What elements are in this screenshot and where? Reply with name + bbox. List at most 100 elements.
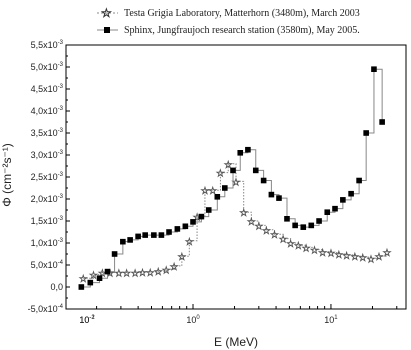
- data-point-sphinx: [87, 279, 94, 286]
- data-point-sphinx: [151, 232, 157, 238]
- data-point-sphinx: [230, 167, 236, 174]
- data-point-testa-grigia: ☆: [79, 274, 88, 285]
- data-point-testa-grigia: ☆: [247, 217, 256, 228]
- data-point-sphinx: [158, 232, 165, 238]
- data-point-sphinx: [252, 167, 259, 174]
- x-axis-title: E (MeV): [214, 335, 258, 349]
- x-tick-label: 101: [324, 315, 338, 325]
- data-point-testa-grigia: ☆: [270, 230, 279, 241]
- data-point-sphinx: [78, 284, 85, 290]
- data-point-testa-grigia: ☆: [232, 177, 241, 188]
- data-point-sphinx: [292, 222, 298, 229]
- data-point-testa-grigia: ☆: [350, 252, 359, 263]
- data-point-testa-grigia: ☆: [279, 235, 288, 246]
- data-point-sphinx: [324, 209, 331, 215]
- data-point-testa-grigia: ☆: [254, 221, 263, 232]
- y-tick-label: 1,5x10-3: [31, 216, 64, 226]
- data-point-testa-grigia: ☆: [170, 262, 179, 273]
- y-tick-label: 5,5x10-3: [31, 40, 64, 50]
- data-point-sphinx: [190, 219, 196, 225]
- y-tick-label: 2,0x10-3: [31, 194, 64, 204]
- x-tick-label: 10-2: [79, 315, 95, 325]
- data-point-testa-grigia: ☆: [318, 248, 327, 259]
- data-point-sphinx: [379, 119, 385, 125]
- data-point-sphinx: [268, 191, 275, 198]
- data-point-sphinx: [348, 190, 354, 197]
- data-point-testa-grigia: ☆: [224, 160, 233, 171]
- data-point-testa-grigia: ☆: [262, 226, 271, 237]
- data-point-sphinx: [198, 213, 205, 220]
- data-point-sphinx: [142, 232, 148, 238]
- data-point-sphinx: [245, 146, 251, 153]
- data-point-testa-grigia: ☆: [98, 268, 107, 279]
- y-tick-label: 0,0: [50, 282, 63, 292]
- series-sphinx: [78, 66, 385, 290]
- data-point-testa-grigia: ☆: [185, 237, 194, 248]
- y-tick-label: 5,0x10-4: [31, 260, 64, 270]
- data-point-testa-grigia: ☆: [383, 248, 392, 259]
- data-point-sphinx: [284, 216, 290, 222]
- y-axis: -5,0x10-4 0,0 5,0x10-4 1,0x10-3 1,5x10-3 2,0x…: [28, 40, 70, 314]
- data-point-sphinx: [96, 275, 103, 281]
- data-point-testa-grigia: ☆: [154, 267, 163, 278]
- data-point-sphinx: [214, 194, 221, 200]
- data-point-sphinx: [276, 195, 282, 201]
- y-axis-title: Φ (cm⁻²s⁻¹): [0, 143, 14, 207]
- data-point-sphinx: [363, 130, 369, 136]
- y-tick-label: 3,0x10-3: [31, 150, 64, 160]
- data-point-testa-grigia: ☆: [177, 252, 186, 263]
- data-point-testa-grigia: ☆: [193, 213, 202, 224]
- data-point-sphinx: [104, 268, 111, 275]
- data-point-sphinx: [111, 251, 118, 257]
- legend-marker-testa-grigia: ☆: [101, 6, 112, 20]
- data-point-sphinx: [174, 226, 181, 232]
- data-point-sphinx: [332, 205, 338, 212]
- data-point-testa-grigia: ☆: [216, 169, 225, 180]
- legend-label-sphinx: Sphinx, Jungfraujoch research station (3…: [124, 25, 360, 36]
- data-point-testa-grigia: ☆: [342, 251, 351, 262]
- data-point-sphinx: [300, 224, 307, 230]
- legend-marker-sphinx: [104, 27, 110, 33]
- y-tick-label: 5,0x10-3: [31, 62, 64, 72]
- data-point-sphinx: [371, 66, 377, 72]
- x-tick-label: 10-1: [79, 315, 95, 325]
- y-tick-label: 4,5x10-3: [31, 84, 64, 94]
- data-point-testa-grigia: ☆: [294, 241, 303, 252]
- data-point-testa-grigia: ☆: [286, 239, 295, 250]
- data-point-testa-grigia: ☆: [114, 268, 123, 279]
- data-point-testa-grigia: ☆: [208, 186, 217, 197]
- x-tick-label: 100: [186, 315, 200, 325]
- series-testa-grigia: ☆☆☆☆☆☆☆☆☆☆☆☆☆☆☆☆☆☆☆☆☆☆☆☆☆☆☆☆☆☆☆☆☆☆☆☆☆☆☆: [78, 160, 392, 286]
- data-point-testa-grigia: ☆: [162, 265, 171, 276]
- data-point-testa-grigia: ☆: [146, 268, 155, 279]
- data-point-testa-grigia: ☆: [310, 246, 319, 257]
- data-point-testa-grigia: ☆: [89, 271, 98, 282]
- data-point-testa-grigia: ☆: [131, 268, 140, 279]
- data-point-sphinx: [316, 218, 322, 224]
- y-tick-label: 1,0x10-3: [31, 238, 64, 248]
- data-point-sphinx: [340, 197, 346, 203]
- data-point-testa-grigia: ☆: [200, 186, 209, 197]
- data-point-sphinx: [127, 237, 133, 243]
- data-point-testa-grigia: ☆: [239, 208, 248, 219]
- data-point-sphinx: [166, 229, 172, 235]
- data-point-testa-grigia: ☆: [302, 243, 311, 254]
- legend-label-testa-grigia: Testa Grigia Laboratory, Matterhorn (348…: [124, 8, 360, 19]
- data-point-sphinx: [222, 185, 228, 191]
- data-point-testa-grigia: ☆: [138, 268, 147, 279]
- data-point-sphinx: [182, 223, 189, 230]
- legend-entry-sphinx: Sphinx, Jungfraujoch research station (3…: [97, 25, 360, 36]
- y-tick-label: 2,5x10-3: [31, 172, 64, 182]
- legend-entry-testa-grigia: ☆ Testa Grigia Laboratory, Matterhorn (3…: [97, 6, 360, 20]
- data-point-testa-grigia: ☆: [326, 249, 335, 260]
- data-point-testa-grigia: ☆: [358, 253, 367, 264]
- data-point-sphinx: [308, 222, 315, 229]
- data-point-sphinx: [237, 150, 244, 156]
- data-point-testa-grigia: ☆: [375, 252, 384, 263]
- legend: ☆ Testa Grigia Laboratory, Matterhorn (3…: [97, 6, 360, 36]
- x-axis: 10-210-1 100 101: [79, 304, 398, 325]
- data-point-sphinx: [120, 238, 126, 245]
- data-point-sphinx: [260, 177, 267, 184]
- data-point-sphinx: [135, 233, 141, 240]
